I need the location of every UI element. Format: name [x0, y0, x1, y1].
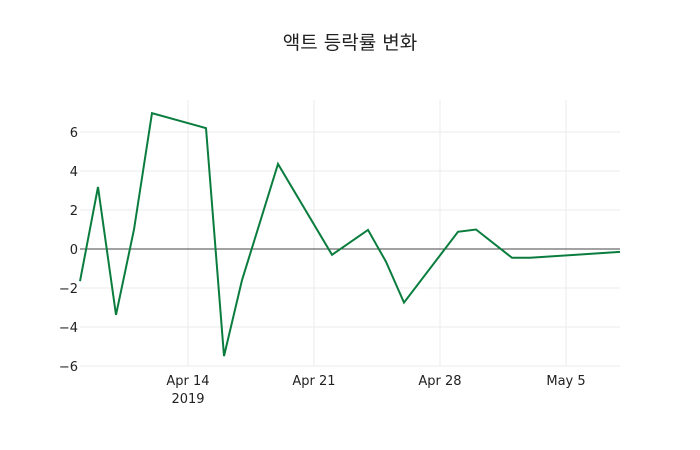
y-tick-label: −4: [59, 321, 78, 336]
y-tick-label: 6: [70, 126, 78, 141]
series-line: [79, 111, 621, 357]
y-tick-label: 2: [70, 204, 78, 219]
gridlines: [80, 100, 620, 367]
x-tick-label: May 5: [546, 374, 585, 389]
y-tick-label: −2: [59, 282, 78, 297]
y-axis-ticks: 6 4 2 0 −2 −4 −6: [59, 126, 78, 375]
x-tick-label: Apr 21: [292, 374, 335, 389]
y-tick-label: −6: [59, 360, 78, 375]
x-tick-year-label: 2019: [171, 392, 204, 407]
chart-title: 액트 등락률 변화: [282, 32, 418, 54]
x-axis-ticks: Apr 14 2019 Apr 21 Apr 28 May 5: [166, 374, 585, 407]
y-tick-label: 4: [70, 165, 78, 180]
x-tick-label: Apr 28: [418, 374, 461, 389]
y-tick-label: 0: [70, 243, 78, 258]
x-tick-label: Apr 14: [166, 374, 209, 389]
